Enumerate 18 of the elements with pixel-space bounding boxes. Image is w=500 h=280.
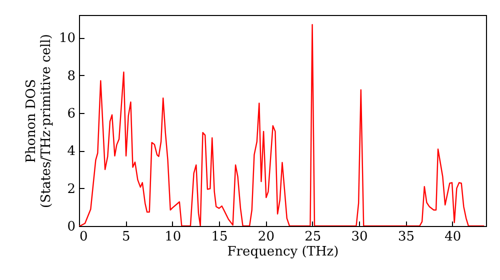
x-tick-label: 15 (211, 230, 228, 244)
x-tick-label: 40 (444, 230, 462, 244)
y-tick-label: 2 (67, 182, 76, 197)
x-tick-label: 30 (351, 230, 368, 244)
y-tick-label: 4 (67, 144, 76, 160)
x-tick-label: 10 (164, 230, 182, 244)
x-tick-label: 5 (122, 230, 130, 244)
y-axis-title: Phonon DOS (States/THz·primitive cell) (24, 34, 54, 208)
x-axis-title: Frequency (THz) (227, 244, 339, 260)
x-tick-label: 35 (398, 230, 414, 244)
y-tick-label: 8 (67, 68, 76, 84)
y-tick-label: 0 (67, 220, 76, 234)
x-tick-label: 0 (80, 230, 88, 244)
line-series (79, 24, 485, 226)
x-tick-label: 20 (258, 230, 274, 244)
x-tick-label: 25 (304, 230, 322, 244)
y-tick-label: 10 (58, 31, 76, 46)
y-tick-label: 6 (67, 106, 76, 122)
